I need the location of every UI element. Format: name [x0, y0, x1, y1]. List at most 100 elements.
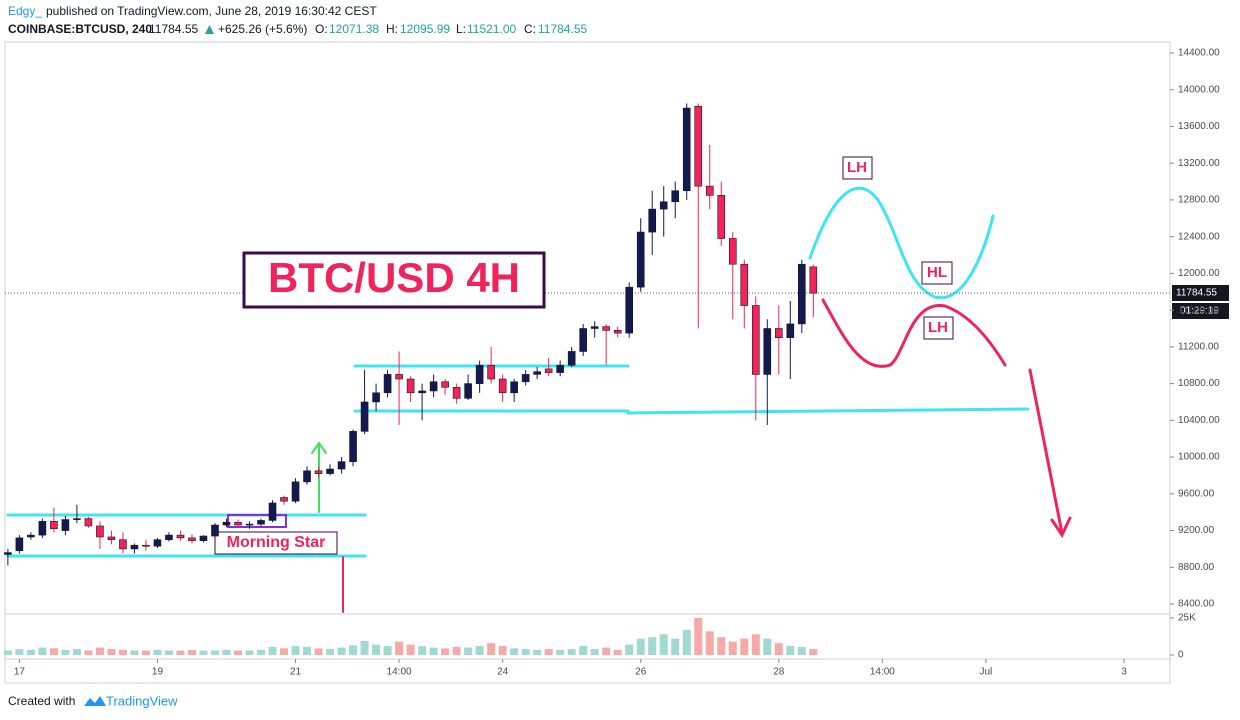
last-price: 11784.55: [149, 22, 198, 36]
candle-body: [694, 105, 703, 187]
volume-bar: [671, 638, 680, 655]
footer-text: Created with: [8, 694, 75, 708]
projection-up: [808, 186, 995, 300]
candle-body: [671, 190, 680, 203]
volume-bar: [303, 646, 312, 655]
y-tick-label: 8400.00: [1178, 599, 1215, 610]
volume-bar: [809, 649, 818, 655]
volume-bar: [487, 643, 496, 655]
arrow-head: [311, 441, 327, 454]
volume-bar: [786, 646, 795, 655]
candle-body: [717, 195, 726, 239]
candle-body: [487, 364, 495, 380]
candle-body: [383, 374, 392, 394]
candle-body: [188, 537, 196, 541]
candle-body: [809, 266, 818, 294]
y-tick-label: 8800.00: [1178, 562, 1215, 573]
volume-bar: [533, 649, 542, 655]
price-tag: [1172, 285, 1229, 301]
candle-body: [728, 238, 737, 265]
candle-body: [372, 392, 380, 403]
candle-body: [441, 381, 449, 388]
candle-body: [452, 386, 461, 399]
candle-body: [211, 524, 219, 537]
volume-bar: [84, 650, 93, 655]
candle-body: [429, 381, 438, 392]
x-tick-label: 3: [1121, 667, 1127, 678]
volume-bar: [682, 629, 691, 655]
countdown-tag: [1172, 303, 1229, 319]
candle-body: [50, 521, 58, 530]
swing-label: HL: [927, 264, 947, 281]
volume-bar: [728, 641, 737, 655]
volume-bar: [95, 647, 104, 655]
volume-bar: [257, 649, 266, 655]
candle-body: [786, 323, 795, 338]
y-tick-label: 10000.00: [1178, 452, 1220, 463]
y-tick-label: 14400.00: [1178, 48, 1220, 59]
volume-bar: [521, 649, 530, 655]
y-tick-label: 13200.00: [1178, 158, 1220, 169]
candle-body: [395, 374, 403, 380]
candle-body: [406, 378, 415, 394]
pattern-label: Morning Star: [227, 534, 326, 551]
candle-body: [349, 431, 357, 462]
h-value: 12095.99: [400, 22, 450, 36]
label-box: [923, 316, 954, 340]
volume-bar: [153, 649, 162, 655]
volume-tick-label: 0: [1178, 650, 1184, 661]
footer-brand[interactable]: TradingView: [106, 693, 178, 708]
volume-bar: [441, 648, 450, 655]
candle-body: [705, 185, 714, 196]
candle-body: [418, 390, 426, 394]
candle-body: [199, 535, 208, 541]
candle-body: [303, 470, 311, 483]
y-tick-label: 9200.00: [1178, 525, 1215, 536]
candle-body: [521, 374, 530, 383]
volume-bar: [763, 638, 772, 655]
published: published on TradingView.com, June 28, 2…: [46, 4, 377, 18]
volume-bar: [268, 646, 277, 655]
candle-body: [291, 481, 300, 502]
candle-body: [636, 231, 645, 288]
candle-body: [774, 328, 783, 338]
volume-bar: [510, 648, 519, 655]
support-line: [626, 407, 1030, 415]
volume-bar: [464, 647, 473, 655]
volume-bar: [659, 634, 668, 655]
volume-bar: [544, 649, 553, 655]
volume-bar: [740, 638, 749, 655]
volume-bar: [705, 631, 714, 655]
volume-bar: [648, 637, 657, 655]
candle-body: [740, 263, 749, 306]
volume-bar: [291, 646, 300, 655]
candle-body: [257, 520, 265, 525]
volume-bar: [372, 644, 381, 655]
chart-title: BTC/USD 4H: [268, 254, 520, 301]
y-tick-label: 12000.00: [1178, 268, 1220, 279]
drawings: [6, 186, 1072, 613]
o-label: O:: [315, 22, 328, 36]
author[interactable]: Edgy_: [8, 4, 42, 18]
candle-body: [130, 544, 139, 550]
x-tick-label: 19: [152, 667, 164, 678]
x-tick-label: 14:00: [387, 667, 412, 678]
x-tick-label: 26: [635, 667, 647, 678]
pattern-box: [227, 514, 287, 528]
candle-body: [590, 326, 599, 329]
frame: [4, 41, 1171, 684]
candle-body: [337, 461, 346, 470]
pattern-label-box: [214, 531, 338, 555]
y-tick-label: 11600.00: [1178, 305, 1219, 316]
volume-bar: [199, 650, 208, 655]
candle-body: [326, 468, 334, 474]
candle-body: [245, 523, 254, 526]
candle-body: [763, 328, 772, 375]
candle-body: [314, 470, 323, 474]
volume-bar: [3, 650, 12, 655]
candle-body: [165, 534, 173, 541]
candle-body: [360, 401, 369, 432]
volume-bar: [579, 646, 588, 655]
y-tick-label: 11200.00: [1178, 342, 1219, 353]
